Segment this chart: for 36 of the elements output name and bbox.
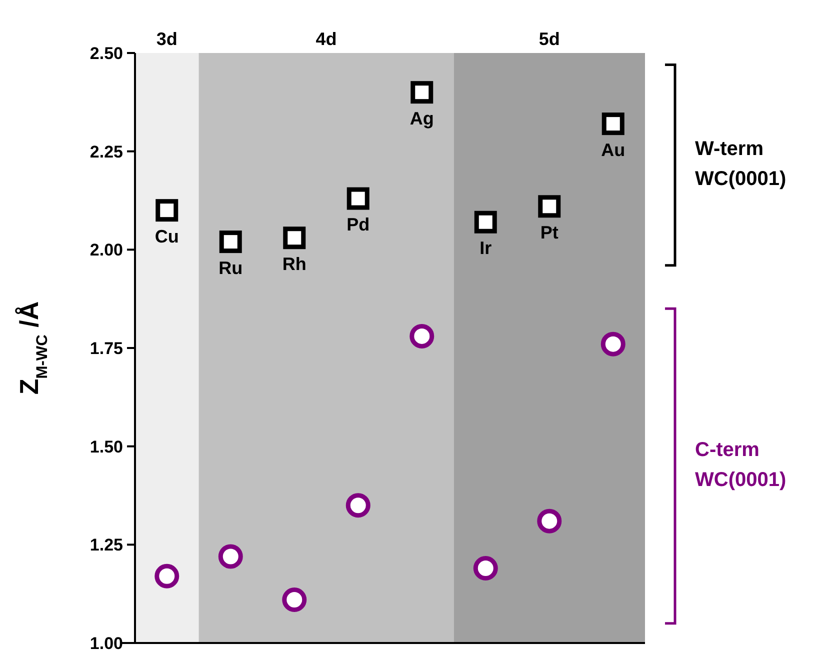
point [346, 493, 370, 518]
text: C-term WC(0001) [695, 439, 786, 491]
point [538, 195, 561, 218]
band-label: 4d [316, 29, 337, 49]
point [602, 112, 624, 136]
band-label: 3d [156, 29, 178, 49]
point [474, 210, 497, 234]
y-tick-label: 2.00 [90, 240, 123, 260]
y-tick-label: 2.50 [90, 44, 123, 63]
x-tick-label: Pd [346, 214, 370, 235]
x-tick-label: Rh [282, 254, 306, 274]
x-tick-label: Pt [540, 222, 558, 242]
point [537, 508, 562, 534]
x-tick-label: Ru [218, 258, 243, 278]
point [410, 81, 434, 104]
point [283, 226, 306, 250]
point [346, 187, 370, 210]
point [410, 324, 434, 348]
x-tick-label: Au [601, 140, 626, 160]
point [218, 544, 243, 569]
y-tick-label: 1.50 [90, 437, 123, 456]
point [282, 587, 307, 612]
band-label: 5d [538, 29, 560, 49]
x-tick-label: Cu [154, 226, 179, 246]
x-tick-label: Ir [480, 238, 492, 258]
y-tick-label: 1.00 [90, 634, 123, 653]
point [156, 199, 178, 222]
text: W-term WC(0001) [695, 138, 786, 190]
point [219, 230, 242, 254]
y-tick-label: 1.25 [90, 536, 123, 555]
point [473, 556, 498, 581]
y-tick-label: 2.25 [90, 142, 123, 162]
point [154, 564, 180, 588]
x-tick-label: Ag [410, 108, 434, 128]
point [600, 332, 626, 356]
y-tick-label: 1.75 [90, 338, 123, 358]
